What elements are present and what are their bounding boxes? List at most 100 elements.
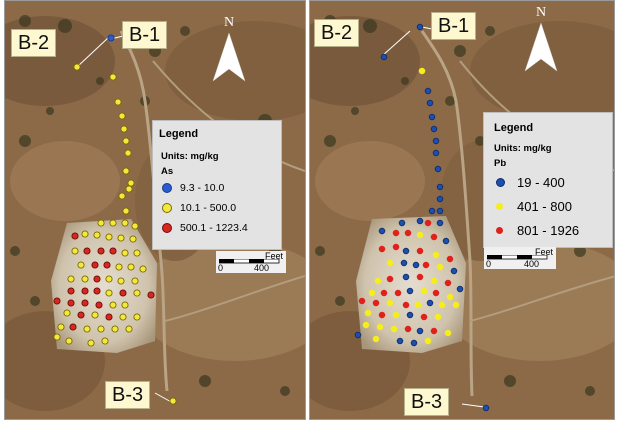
sample-point (404, 325, 412, 333)
north-letter: N (535, 5, 547, 20)
sample-point (362, 321, 370, 329)
sample-point (118, 192, 126, 200)
sample-point (69, 323, 77, 331)
sample-point (372, 335, 380, 343)
north-arrow: N (524, 5, 558, 78)
sample-point (428, 207, 436, 215)
legend-as: Legend Units: mg/kg As 9.3 - 10.0 10.1 -… (152, 120, 282, 250)
sample-point (416, 327, 424, 335)
sample-point (456, 285, 464, 293)
legend-swatch (162, 183, 172, 193)
sample-point (430, 327, 438, 335)
sample-point (125, 325, 133, 333)
sample-point (105, 289, 113, 297)
sample-point (414, 301, 422, 309)
sample-point (109, 219, 117, 227)
sample-point (430, 277, 438, 285)
scale-bar-graphic (487, 255, 548, 260)
sample-point (97, 325, 105, 333)
sample-point (133, 313, 141, 321)
legend-class-high: 500.1 - 1223.4 (162, 222, 248, 234)
sample-point (121, 249, 129, 257)
sample-point (119, 313, 127, 321)
sample-point (139, 265, 147, 273)
sample-point (109, 73, 117, 81)
legend-class-label: 19 - 400 (517, 175, 565, 190)
legend-swatch (162, 223, 172, 233)
sample-point (444, 279, 452, 287)
sample-point (426, 99, 434, 107)
label-leader-b3 (461, 403, 485, 408)
sample-point (118, 112, 126, 120)
arsenic-map-panel: B-2 B-1 B-3 N Legend Units: mg/kg As 9.3… (4, 0, 306, 420)
sample-point (378, 245, 386, 253)
sample-point (119, 289, 127, 297)
label-b2: B-2 (314, 19, 360, 47)
sample-point (402, 247, 410, 255)
sample-point (71, 232, 79, 240)
scale-unit: Feet (264, 251, 283, 261)
sample-point (129, 235, 137, 243)
sample-point (121, 219, 129, 227)
sample-point (81, 230, 89, 238)
lead-map-panel: B-2 B-1 B-3 N Legend Units: mg/kg Pb 19 … (309, 0, 615, 420)
sample-point (422, 261, 430, 269)
sample-point (386, 259, 394, 267)
sample-point (358, 297, 366, 305)
sample-point (105, 275, 113, 283)
sample-point (424, 87, 432, 95)
sample-point (432, 251, 440, 259)
sample-point (53, 333, 61, 341)
dirt-road (420, 30, 474, 397)
dirt-track (469, 275, 614, 322)
sample-point (402, 273, 410, 281)
sample-point (436, 195, 444, 203)
sample-point (127, 263, 135, 271)
scale-bar: Feet 0 400 (216, 251, 286, 273)
sample-point (103, 261, 111, 269)
sample-point (432, 149, 440, 157)
sample-point (418, 67, 426, 75)
sample-point (71, 247, 79, 255)
sample-point (77, 311, 85, 319)
sample-point (416, 217, 424, 225)
sample-point (416, 231, 424, 239)
scale-start: 0 (486, 259, 492, 269)
sample-point (81, 287, 89, 295)
sample-point (131, 277, 139, 285)
sample-point (73, 63, 81, 71)
legend-class-label: 401 - 800 (517, 199, 572, 214)
scale-end: 400 (254, 263, 270, 273)
sample-point (406, 311, 414, 319)
sample-point (95, 301, 103, 309)
legend-class-mid: 10.1 - 500.0 (162, 202, 236, 214)
legend-title: Legend (159, 128, 199, 140)
scale-end: 400 (524, 259, 540, 269)
sample-point (117, 277, 125, 285)
sample-point (446, 293, 454, 301)
legend-title: Legend (494, 122, 534, 134)
sample-point (412, 261, 420, 269)
sample-point (374, 277, 382, 285)
sample-point (87, 339, 95, 347)
sample-point (91, 261, 99, 269)
sample-point (169, 397, 177, 405)
sample-point (434, 165, 442, 173)
legend-class-mid: 401 - 800 (496, 199, 572, 214)
sample-point (428, 113, 436, 121)
legend-class-low: 19 - 400 (496, 175, 565, 190)
sample-point (430, 125, 438, 133)
sample-point (131, 222, 139, 230)
legend-pb: Legend Units: mg/kg Pb 19 - 400 401 - 80… (483, 112, 613, 248)
legend-swatch (496, 178, 505, 187)
sample-point (125, 185, 133, 193)
legend-class-high: 801 - 1926 (496, 223, 579, 238)
sample-point (107, 34, 115, 42)
sample-point (446, 255, 454, 263)
sample-point (93, 275, 101, 283)
scale-start: 0 (218, 263, 224, 273)
label-leader-b2 (381, 30, 411, 57)
sample-point (111, 325, 119, 333)
sample-point (114, 98, 122, 106)
sample-point (376, 323, 384, 331)
